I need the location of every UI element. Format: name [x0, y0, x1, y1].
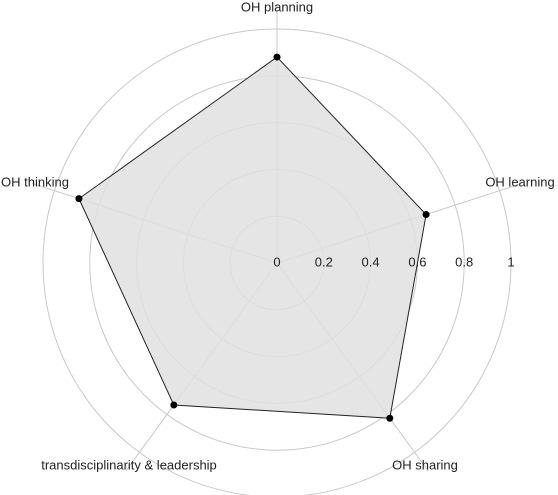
axis-label: OH planning — [241, 0, 313, 14]
data-point — [170, 401, 178, 409]
radial-tick-label: 0.4 — [362, 254, 380, 269]
radial-tick-label: 0.6 — [408, 254, 426, 269]
data-point — [273, 53, 281, 61]
axis-label: OH sharing — [392, 457, 458, 472]
axis-label: transdisciplinarity & leadership — [41, 457, 217, 472]
data-point — [386, 414, 394, 422]
axis-label: OH learning — [485, 174, 554, 189]
radial-tick-label: 1 — [507, 254, 514, 269]
axis-label: OH thinking — [1, 174, 69, 189]
radial-tick-label: 0.8 — [455, 254, 473, 269]
radial-tick-label: 0 — [273, 254, 280, 269]
data-point — [422, 211, 430, 219]
radar-area — [78, 56, 427, 419]
radial-tick-label: 0.2 — [315, 254, 333, 269]
data-point — [75, 195, 83, 203]
